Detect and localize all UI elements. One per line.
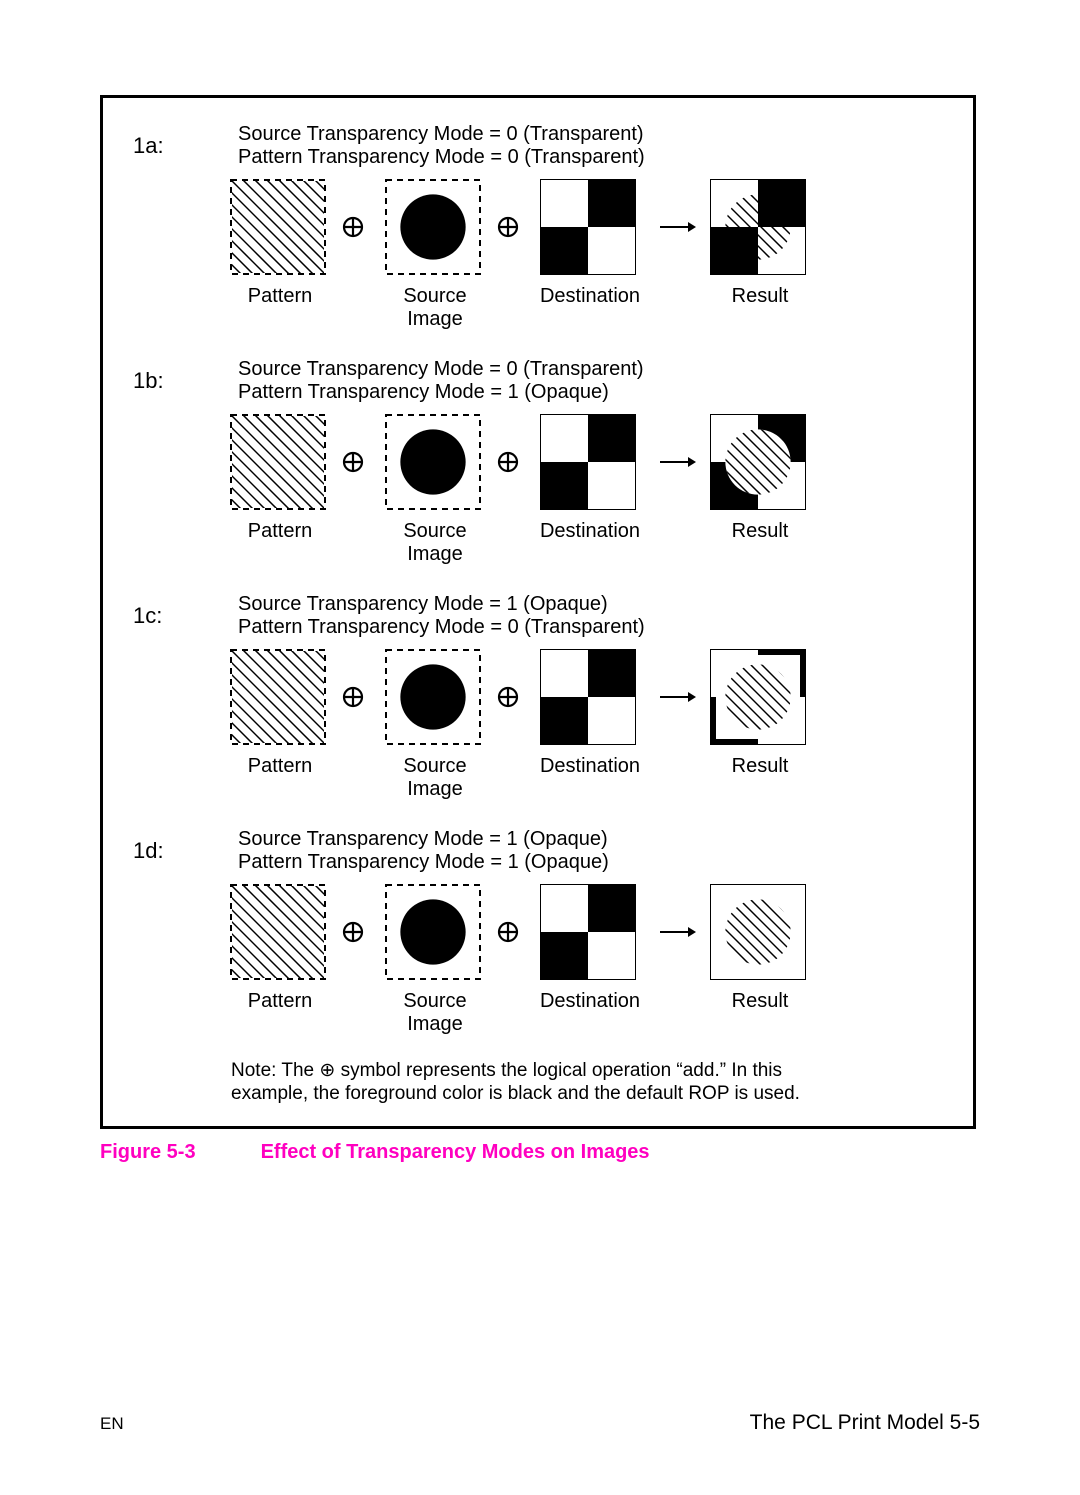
mode-text: Source Transparency Mode = 0 (Transparen… [238, 358, 644, 404]
arrow-icon [660, 925, 696, 939]
result-tile [710, 884, 806, 980]
destination-tile [540, 179, 636, 275]
add-icon [497, 921, 519, 943]
result-tile [710, 649, 806, 745]
label-result: Result [700, 990, 820, 1013]
result-tile [710, 414, 806, 510]
section-label: 1c: [133, 603, 162, 629]
source-tile [385, 179, 481, 275]
label-destination: Destination [530, 990, 650, 1013]
page: Note: The ⊕ symbol represents the logica… [0, 0, 1080, 1495]
figure-caption: Figure 5-3 Effect of Transparency Modes … [100, 1141, 990, 1164]
label-pattern: Pattern [220, 285, 340, 308]
section-label: 1d: [133, 838, 164, 864]
label-pattern: Pattern [220, 755, 340, 778]
footer-left: EN [100, 1414, 124, 1434]
label-source: Source Image [375, 520, 495, 566]
section-label: 1a: [133, 133, 164, 159]
section-label: 1b: [133, 368, 164, 394]
figure-number: Figure 5-3 [100, 1141, 255, 1164]
label-source: Source Image [375, 990, 495, 1036]
source-tile [385, 649, 481, 745]
add-icon [497, 686, 519, 708]
mode-text: Source Transparency Mode = 1 (Opaque) Pa… [238, 593, 645, 639]
add-icon [497, 451, 519, 473]
label-pattern: Pattern [220, 990, 340, 1013]
label-result: Result [700, 755, 820, 778]
label-destination: Destination [530, 755, 650, 778]
label-result: Result [700, 520, 820, 543]
add-icon [342, 216, 364, 238]
pattern-tile [230, 649, 326, 745]
destination-tile [540, 414, 636, 510]
figure-title: Effect of Transparency Modes on Images [261, 1141, 650, 1163]
graphics-row [230, 649, 930, 749]
result-tile [710, 179, 806, 275]
label-pattern: Pattern [220, 520, 340, 543]
label-result: Result [700, 285, 820, 308]
label-source: Source Image [375, 285, 495, 331]
mode-text: Source Transparency Mode = 1 (Opaque) Pa… [238, 828, 609, 874]
pattern-tile [230, 179, 326, 275]
figure-note: Note: The ⊕ symbol represents the logica… [231, 1059, 951, 1107]
label-source: Source Image [375, 755, 495, 801]
add-icon [342, 921, 364, 943]
graphics-row [230, 414, 930, 514]
note-line2: example, the foreground color is black a… [231, 1083, 800, 1104]
footer-right: The PCL Print Model 5-5 [750, 1411, 980, 1435]
add-icon [342, 451, 364, 473]
label-destination: Destination [530, 520, 650, 543]
graphics-row [230, 179, 930, 279]
add-icon [497, 216, 519, 238]
page-footer: EN The PCL Print Model 5-5 [100, 1411, 980, 1435]
destination-tile [540, 649, 636, 745]
pattern-tile [230, 414, 326, 510]
figure-box: Note: The ⊕ symbol represents the logica… [100, 95, 976, 1129]
source-tile [385, 884, 481, 980]
arrow-icon [660, 690, 696, 704]
pattern-tile [230, 884, 326, 980]
arrow-icon [660, 455, 696, 469]
arrow-icon [660, 220, 696, 234]
note-line1: Note: The ⊕ symbol represents the logica… [231, 1060, 782, 1081]
destination-tile [540, 884, 636, 980]
add-icon [342, 686, 364, 708]
label-destination: Destination [530, 285, 650, 308]
mode-text: Source Transparency Mode = 0 (Transparen… [238, 123, 645, 169]
source-tile [385, 414, 481, 510]
graphics-row [230, 884, 930, 984]
